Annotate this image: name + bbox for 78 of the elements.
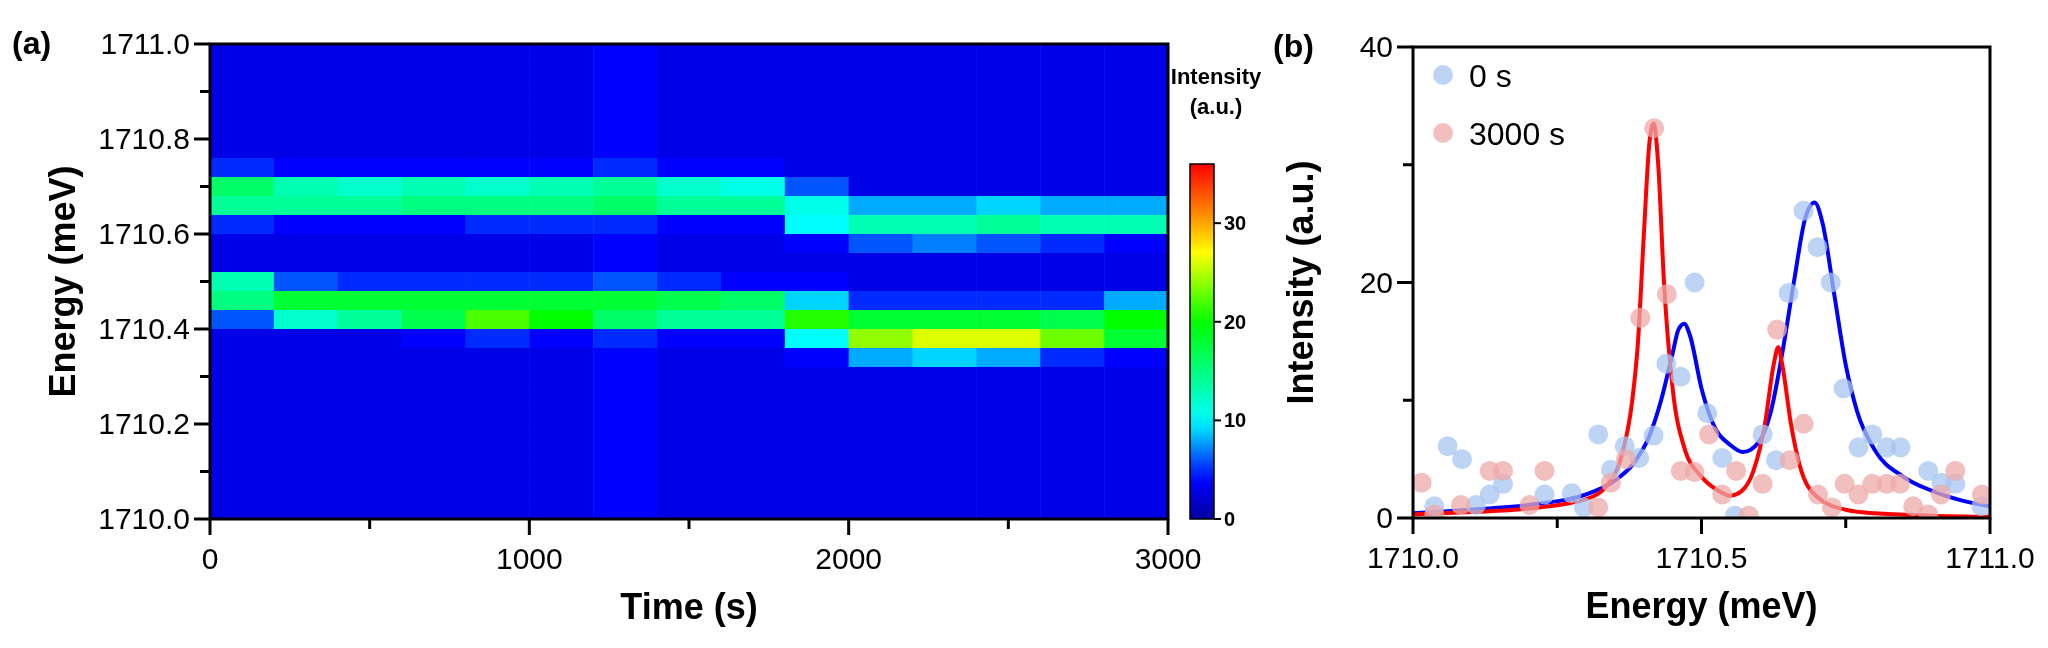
chart-title: (b) — [1273, 28, 1314, 64]
point — [1413, 472, 1432, 493]
point — [1644, 118, 1665, 139]
legend-label: 3000 s — [1469, 116, 1566, 152]
point — [1493, 460, 1514, 481]
x-tick-label: 2000 — [815, 542, 883, 575]
point — [1945, 460, 1966, 481]
color-bar-title: Intensity (a.u.) — [1170, 64, 1262, 119]
point — [1793, 200, 1814, 221]
point — [1437, 436, 1458, 457]
point — [1534, 484, 1555, 505]
point — [1643, 425, 1664, 446]
x-tick-label: 1000 — [495, 542, 563, 575]
y-tick-label: 40 — [1359, 30, 1393, 63]
point — [1903, 496, 1924, 517]
point — [1889, 473, 1910, 494]
chart-title: (a) — [12, 25, 52, 61]
point — [1712, 484, 1733, 505]
y-tick-label: 1710.8 — [98, 122, 190, 155]
x-tick-label: 1711.0 — [1945, 541, 2035, 574]
x-tick-label: 3000 — [1134, 542, 1202, 575]
point — [1519, 495, 1540, 516]
point — [1834, 473, 1855, 494]
point — [1452, 449, 1473, 470]
y-tick-label: 1710.2 — [98, 407, 190, 440]
point — [1752, 473, 1773, 494]
point — [1534, 460, 1555, 481]
point — [1615, 449, 1636, 470]
point — [1670, 366, 1691, 387]
color-bar-label: 30 — [1224, 212, 1247, 235]
y-tick-label: 20 — [1359, 265, 1393, 299]
color-bar-label: 10 — [1224, 409, 1247, 432]
point — [1450, 495, 1471, 516]
point — [1699, 424, 1719, 445]
point — [1630, 307, 1651, 328]
point — [1561, 483, 1582, 504]
y-tick-label: 1710.4 — [98, 312, 190, 345]
point — [1588, 424, 1609, 445]
point — [1656, 353, 1677, 374]
point — [1778, 283, 1799, 304]
y-tick-label: 1710.0 — [98, 502, 190, 535]
point — [1793, 413, 1814, 434]
point — [1918, 460, 1939, 481]
y-tick-label: 1710.6 — [98, 217, 190, 250]
point — [1862, 424, 1883, 445]
point — [1848, 437, 1869, 458]
point — [1479, 484, 1500, 505]
y-tick-label: 0 — [1376, 501, 1393, 534]
x-tick-label: 0 — [201, 542, 219, 575]
point — [1930, 484, 1951, 505]
y-tick-label: 1711.0 — [100, 27, 190, 60]
point — [1684, 462, 1705, 483]
x-tick-label: 1710.5 — [1655, 541, 1748, 574]
point — [1890, 437, 1911, 458]
point — [1656, 284, 1677, 305]
color-bar-label: 20 — [1224, 310, 1247, 333]
point — [1697, 403, 1718, 424]
point — [1821, 497, 1842, 518]
point — [1684, 272, 1705, 293]
x-axis-title: Energy (meV) — [1585, 585, 1818, 626]
point — [1820, 272, 1841, 293]
point — [1808, 484, 1829, 505]
point — [1752, 424, 1773, 445]
point — [1588, 497, 1609, 518]
point — [1600, 472, 1621, 493]
y-axis-title: Intensity (a.u.) — [1280, 160, 1321, 405]
x-axis-title: Time (s) — [620, 586, 758, 627]
point — [1833, 378, 1854, 399]
point — [1779, 450, 1800, 471]
point — [1848, 484, 1869, 505]
point — [1726, 460, 1747, 481]
color-bar-label: 0 — [1224, 508, 1236, 530]
legend-label: 0 s — [1469, 58, 1512, 94]
point — [1971, 484, 1990, 505]
point — [1712, 447, 1733, 468]
point — [1767, 319, 1788, 340]
point — [1807, 237, 1828, 258]
y-axis-title: Energy (meV) — [42, 165, 83, 398]
